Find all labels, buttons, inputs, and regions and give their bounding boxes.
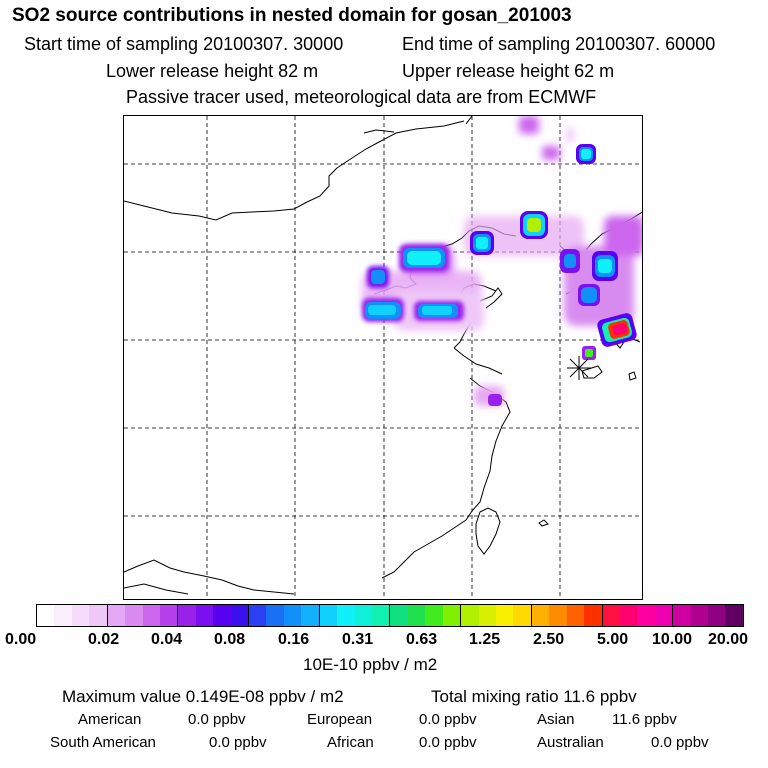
maximum-value: Maximum value 0.149E-08 ppbv / m2 — [62, 687, 344, 706]
colorbar-swatch — [390, 605, 408, 626]
map-panel — [123, 115, 643, 600]
colorbar-swatch — [442, 605, 462, 626]
colorbar-swatch — [654, 605, 674, 626]
colorbar-swatch — [107, 605, 126, 626]
colorbar-swatch — [178, 605, 196, 626]
colorbar-swatch — [461, 605, 479, 626]
colorbar-swatch — [89, 605, 108, 626]
colorbar-swatch — [230, 605, 250, 626]
colorbar-swatch — [159, 605, 179, 626]
colorbar-swatch — [637, 605, 655, 626]
colorbar-swatch — [407, 605, 426, 626]
coastlines — [124, 116, 642, 595]
asian-label: Asian — [537, 711, 575, 728]
australian-value: 0.0 ppbv — [651, 734, 709, 751]
colorbar-swatch — [372, 605, 391, 626]
sampling-start: Start time of sampling 20100307. 30000 — [24, 34, 344, 54]
colorbar-unit: 10E-10 ppbv / m2 — [303, 655, 438, 674]
colorbar-swatch — [549, 605, 567, 626]
colorbar-swatch — [725, 605, 743, 626]
colorbar-swatch — [673, 605, 691, 626]
tracer-note: Passive tracer used, meteorological data… — [126, 87, 597, 107]
colorbar-tick: 20.00 — [708, 631, 749, 648]
colorbar-swatch — [708, 605, 726, 626]
colorbar-tick: 2.50 — [533, 631, 565, 648]
american-value: 0.0 ppbv — [188, 711, 246, 728]
colorbar — [36, 604, 744, 627]
colorbar-swatch — [602, 605, 620, 626]
european-label: European — [307, 711, 373, 728]
asian-value: 11.6 ppbv — [612, 711, 677, 728]
colorbar-swatch — [478, 605, 496, 626]
australian-label: Australian — [537, 734, 604, 751]
colorbar-tick: 10.00 — [652, 631, 693, 648]
colorbar-swatch — [37, 605, 55, 626]
colorbar-swatch — [125, 605, 143, 626]
map-canvas — [124, 116, 642, 599]
colorbar-swatch — [354, 605, 373, 626]
colorbar-tick: 5.00 — [597, 631, 629, 648]
colorbar-swatch — [337, 605, 355, 626]
colorbar-swatch — [584, 605, 603, 626]
colorbar-tick: 0.08 — [214, 631, 246, 648]
lat-lon-grid — [124, 116, 642, 599]
colorbar-swatch — [195, 605, 214, 626]
colorbar-swatch — [513, 605, 532, 626]
colorbar-tick: 0.02 — [88, 631, 120, 648]
colorbar-swatch — [213, 605, 231, 626]
colorbar-swatch — [249, 605, 267, 626]
concentration-hotspots — [362, 144, 637, 406]
european-value: 0.0 ppbv — [419, 711, 477, 728]
colorbar-swatch — [319, 605, 338, 626]
receptor-site-marker — [567, 356, 591, 380]
colorbar-swatch — [266, 605, 284, 626]
colorbar-swatch — [495, 605, 514, 626]
south-american-label: South American — [50, 734, 156, 751]
colorbar-swatch — [690, 605, 709, 626]
colorbar-tick: 0.16 — [278, 631, 310, 648]
colorbar-tick: 0.04 — [151, 631, 183, 648]
african-value: 0.0 ppbv — [419, 734, 477, 751]
colorbar-swatch — [301, 605, 320, 626]
colorbar-tick: 0.31 — [342, 631, 374, 648]
colorbar-tick: 1.25 — [469, 631, 501, 648]
colorbar-swatch — [425, 605, 443, 626]
african-label: African — [327, 734, 374, 751]
colorbar-swatch — [531, 605, 550, 626]
colorbar-swatch — [566, 605, 585, 626]
figure-title: SO2 source contributions in nested domai… — [12, 5, 572, 26]
colorbar-swatch — [71, 605, 90, 626]
colorbar-tick: 0.00 — [5, 631, 37, 648]
south-american-value: 0.0 ppbv — [209, 734, 267, 751]
upper-release-height: Upper release height 62 m — [402, 61, 615, 81]
colorbar-swatch — [142, 605, 160, 626]
total-mixing-ratio: Total mixing ratio 11.6 ppbv — [431, 687, 637, 706]
colorbar-swatch — [54, 605, 72, 626]
colorbar-swatch — [283, 605, 302, 626]
colorbar-swatch — [619, 605, 638, 626]
sampling-end: End time of sampling 20100307. 60000 — [402, 34, 716, 54]
lower-release-height: Lower release height 82 m — [106, 61, 319, 81]
colorbar-tick: 0.63 — [406, 631, 438, 648]
american-label: American — [78, 711, 142, 728]
